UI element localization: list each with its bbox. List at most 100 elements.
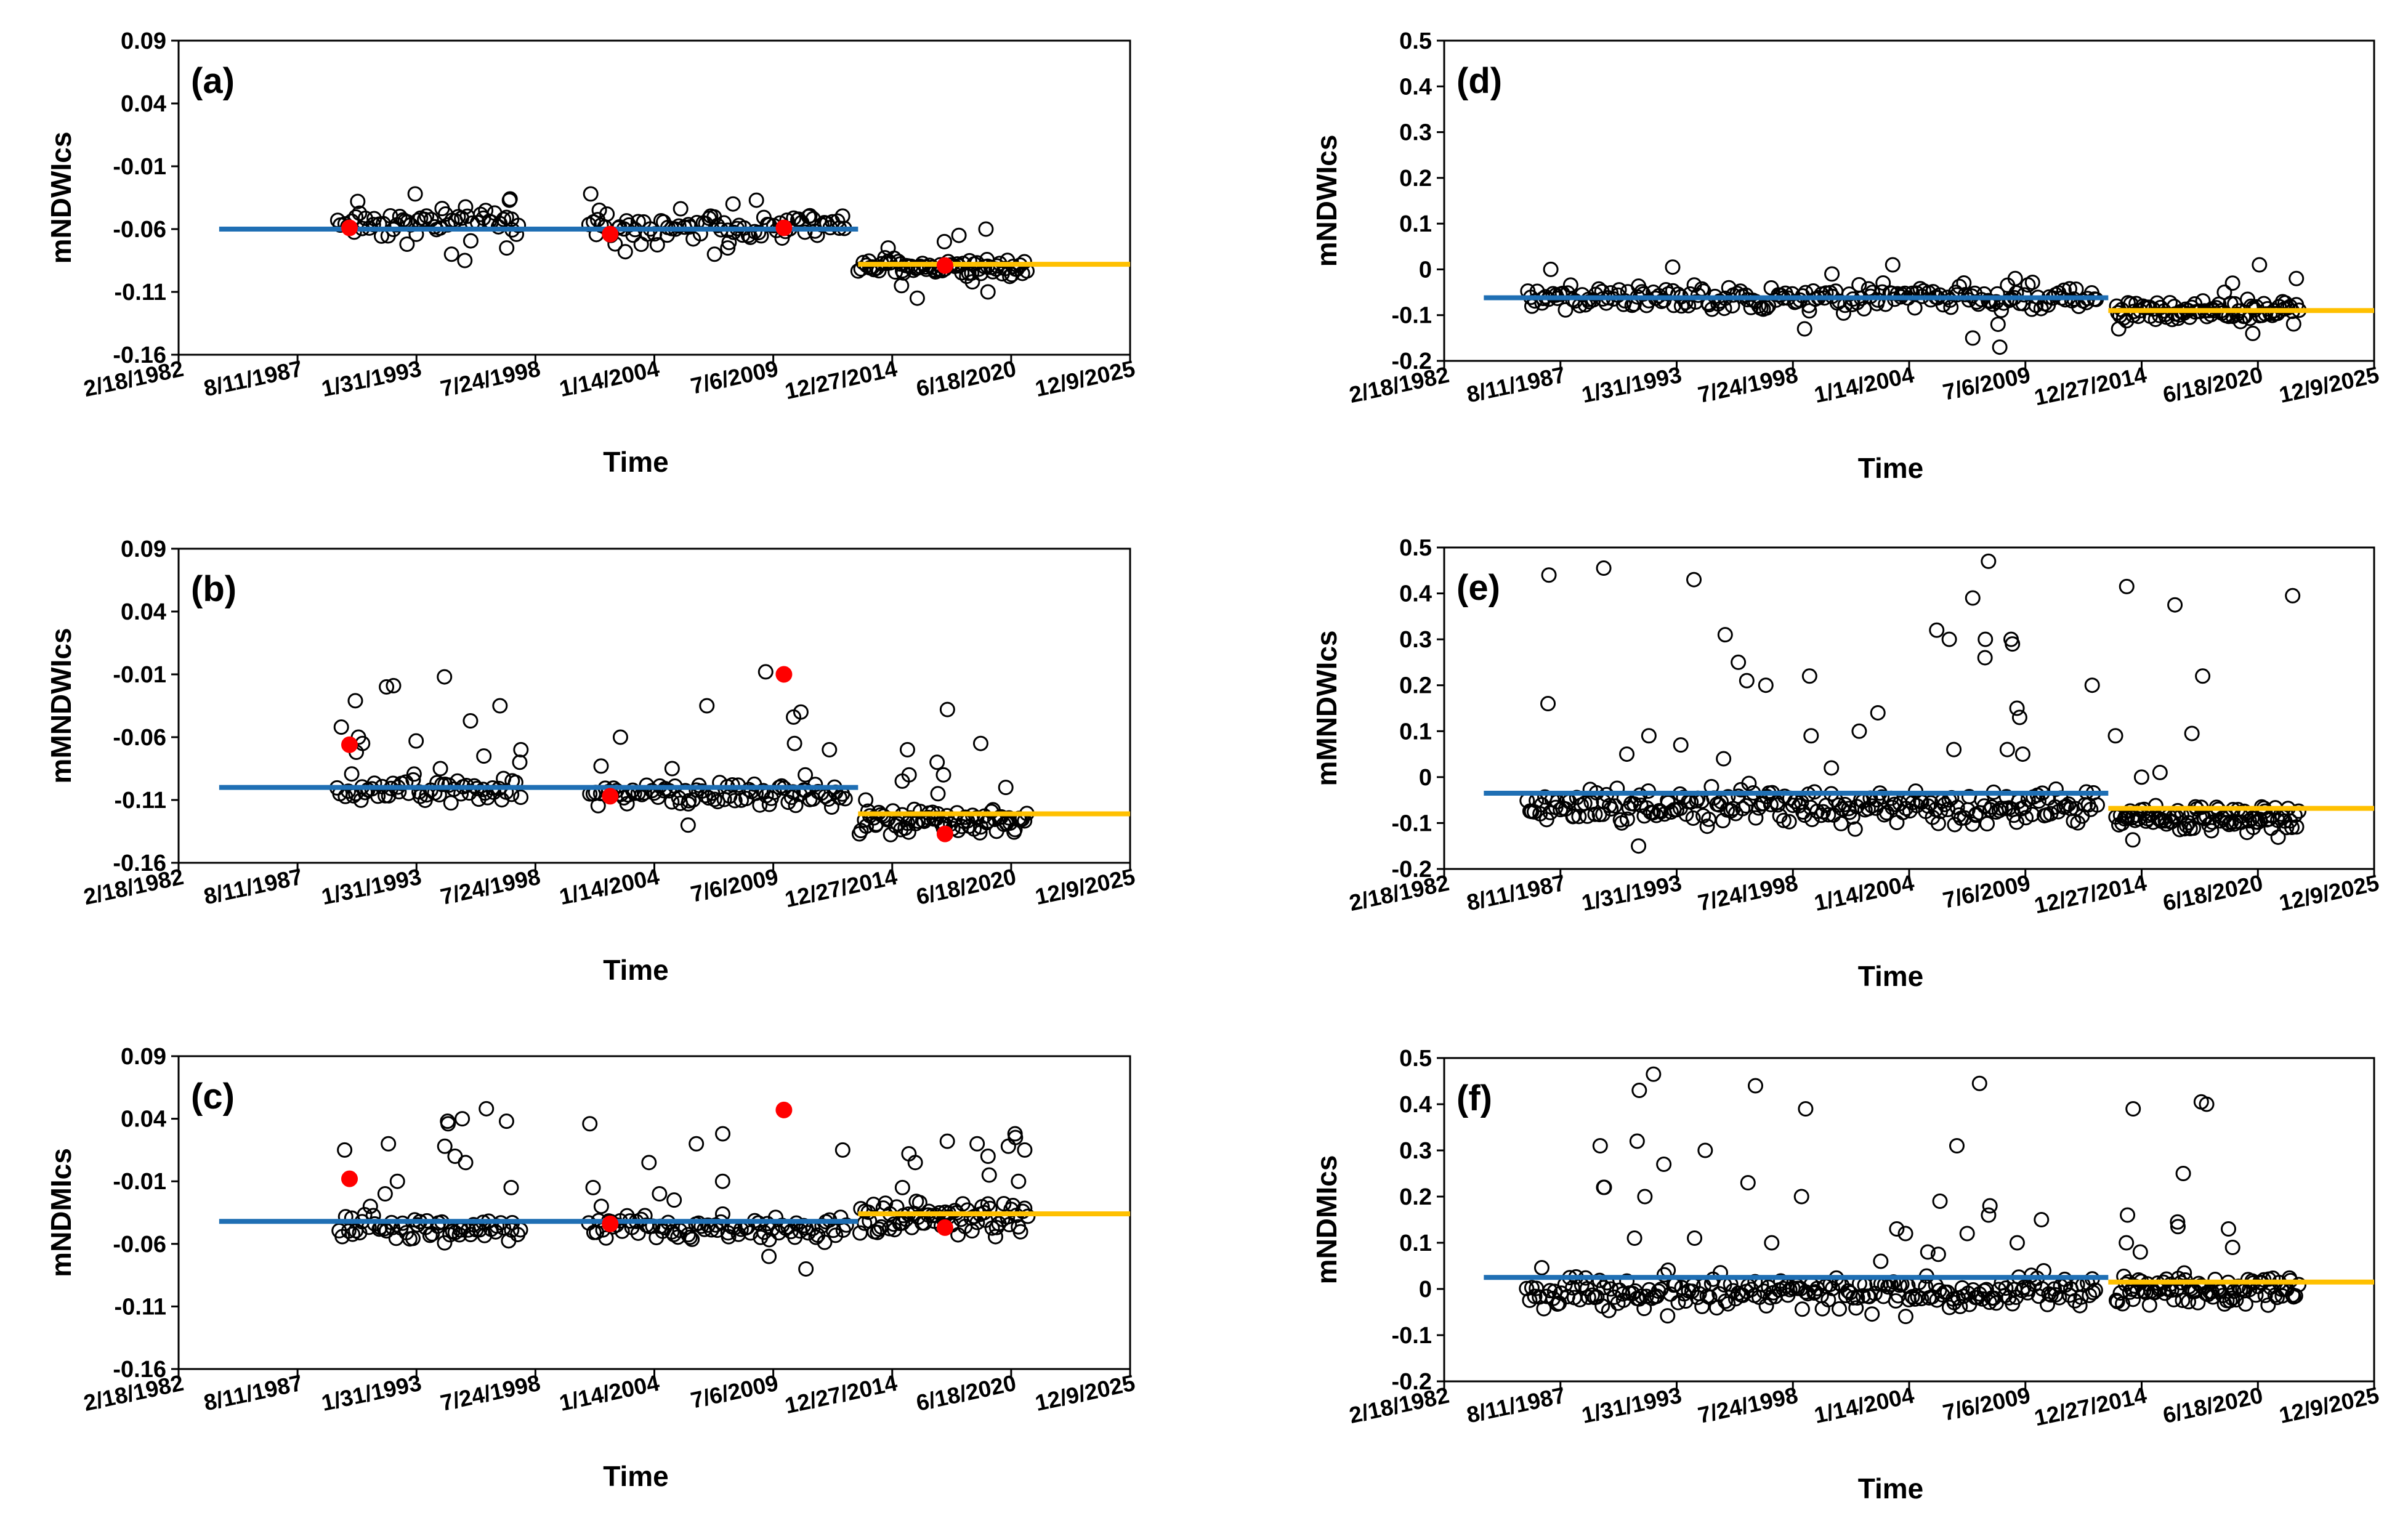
- data-point-outlier: [2184, 725, 2200, 741]
- y-tick-label: -0.01: [113, 154, 166, 180]
- data-point-outlier: [1641, 728, 1657, 744]
- data-point: [511, 217, 527, 233]
- data-point-outlier: [834, 1142, 850, 1158]
- y-tick-label: 0.2: [1399, 166, 1432, 192]
- data-point: [1564, 1280, 1580, 1296]
- x-tick-label: 7/24/1998: [438, 1370, 543, 1416]
- x-tick-label: 12/27/2014: [2032, 362, 2149, 411]
- data-point: [2285, 316, 2301, 332]
- x-tick-label: 12/9/2025: [1033, 864, 1137, 910]
- data-point: [969, 810, 985, 826]
- data-point-outlier: [689, 1136, 705, 1152]
- y-tick-label: 0.4: [1399, 1092, 1432, 1118]
- data-point: [2291, 803, 2307, 819]
- panel-label: (e): [1457, 568, 1500, 608]
- chart-panel-b: -0.16-0.11-0.06-0.010.040.092/18/1982 8/1…: [45, 536, 1137, 986]
- data-point-outlier: [1596, 1179, 1612, 1195]
- data-point-outlier: [432, 761, 448, 777]
- data-point: [1847, 821, 1863, 837]
- data-point-outlier: [936, 233, 952, 249]
- data-point-outlier: [1965, 330, 1981, 346]
- data-point: [680, 1227, 696, 1243]
- y-tick-label: 0.1: [1399, 211, 1432, 237]
- x-tick-label: 7/6/2009: [689, 864, 780, 907]
- data-point-outlier: [2014, 746, 2030, 762]
- data-point-outlier: [680, 817, 696, 833]
- data-point: [2008, 814, 2024, 830]
- y-tick-label: 0.04: [121, 1107, 166, 1133]
- y-tick-label: -0.11: [114, 788, 166, 814]
- data-point-outlier: [2289, 270, 2305, 286]
- data-point: [614, 1223, 630, 1239]
- data-point-outlier: [1959, 1226, 1975, 1242]
- data-point: [1874, 789, 1890, 805]
- data-point: [1527, 1288, 1543, 1304]
- data-point-outlier: [1870, 705, 1886, 721]
- data-point: [419, 208, 435, 224]
- data-point: [1965, 816, 1981, 832]
- data-point: [800, 1225, 816, 1241]
- data-point: [599, 206, 615, 222]
- data-point: [865, 1197, 881, 1213]
- y-tick-label: -0.2: [1392, 857, 1432, 883]
- x-tick-label: 7/24/1998: [1695, 1383, 1800, 1428]
- data-point-outlier: [2120, 1207, 2136, 1223]
- y-tick-label: -0.11: [114, 1294, 166, 1320]
- data-point-outlier: [1982, 1198, 1998, 1214]
- data-point-outlier: [714, 1173, 730, 1189]
- data-point: [828, 1227, 844, 1243]
- y-tick-label: 0: [1419, 257, 1432, 283]
- y-tick-label: -0.11: [114, 280, 166, 305]
- data-point: [1833, 815, 1849, 831]
- data-point: [2048, 781, 2064, 797]
- y-tick-label: -0.16: [113, 850, 166, 876]
- y-axis-title: mNDMIcs: [1311, 1155, 1343, 1285]
- data-point-outlier: [801, 209, 817, 225]
- data-point: [2190, 1295, 2206, 1311]
- data-point-outlier: [379, 679, 395, 695]
- data-point-outlier: [664, 761, 680, 777]
- x-tick-label: 12/9/2025: [2277, 1383, 2382, 1428]
- data-point: [1735, 801, 1751, 817]
- data-point-outlier: [2170, 1219, 2186, 1235]
- data-point-outlier: [512, 754, 528, 770]
- data-point: [1015, 1203, 1031, 1219]
- y-axis-title: mNDWIcs: [1311, 135, 1343, 267]
- data-point-outlier: [593, 1198, 609, 1214]
- data-point-outlier: [593, 758, 609, 774]
- data-point: [1864, 1306, 1880, 1322]
- highlight-point: [936, 825, 953, 842]
- data-point-outlier: [786, 735, 802, 751]
- data-point-outlier: [1971, 1075, 1987, 1091]
- data-point: [2089, 797, 2105, 813]
- y-tick-label: 0.04: [121, 91, 166, 117]
- data-point-outlier: [2224, 1240, 2240, 1255]
- data-point: [1533, 1260, 1549, 1276]
- highlight-point: [602, 225, 619, 243]
- data-point: [2204, 823, 2220, 839]
- data-point-outlier: [2167, 597, 2183, 613]
- data-point: [1012, 1224, 1028, 1240]
- data-point-outlier: [333, 719, 349, 735]
- data-point-outlier: [969, 1136, 985, 1152]
- data-point-outlier: [2034, 1212, 2050, 1227]
- highlight-point: [602, 788, 619, 805]
- data-point-outlier: [706, 246, 722, 262]
- data-point: [392, 209, 408, 225]
- data-point: [1837, 796, 1853, 812]
- highlight-point: [341, 736, 358, 753]
- data-point: [957, 809, 973, 825]
- data-point-outlier: [1747, 1078, 1763, 1094]
- data-point-outlier: [901, 767, 917, 783]
- data-point: [2287, 1288, 2303, 1304]
- data-point: [1631, 1291, 1647, 1307]
- data-point: [671, 218, 687, 234]
- data-point-outlier: [612, 729, 628, 745]
- data-point-outlier: [513, 741, 529, 757]
- data-point-outlier: [1764, 1235, 1780, 1251]
- data-point-outlier: [407, 186, 423, 202]
- data-point: [727, 793, 743, 809]
- data-point: [964, 1223, 980, 1239]
- data-point: [410, 1217, 426, 1233]
- data-point-outlier: [2245, 325, 2261, 341]
